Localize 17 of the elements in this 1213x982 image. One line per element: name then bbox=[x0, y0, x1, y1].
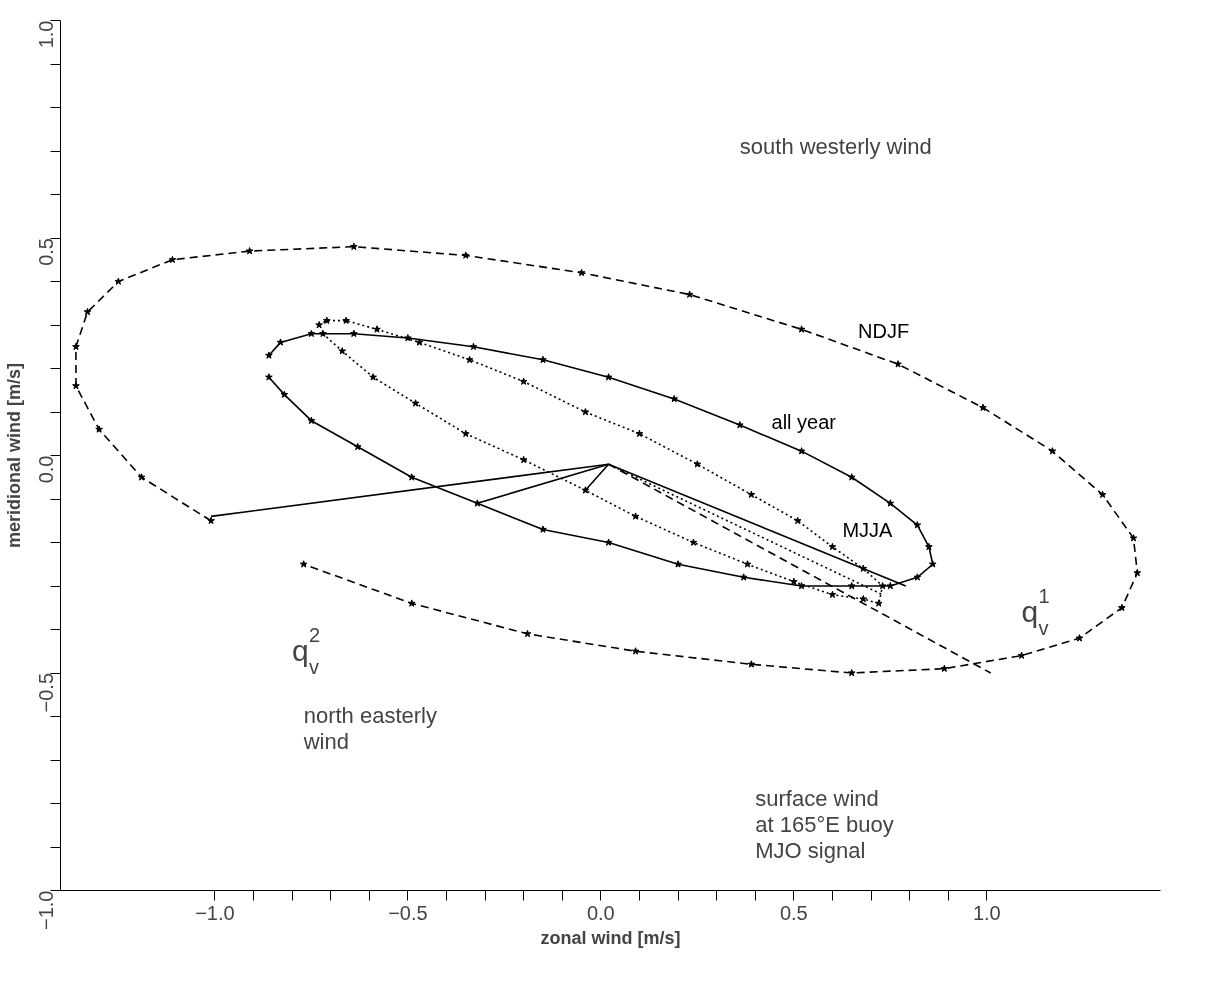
annotation: north easterly wind bbox=[302, 703, 437, 755]
x-tick-label: 0.5 bbox=[779, 901, 808, 924]
annotation: surface wind at 165°E buoy MJO signal bbox=[755, 786, 894, 864]
x-tick-label: 0.0 bbox=[586, 901, 615, 924]
y-tick-label: 1.0 bbox=[34, 20, 57, 49]
y-tick-label: 0.0 bbox=[34, 455, 57, 484]
y-tick-label: 0.5 bbox=[34, 237, 57, 266]
annotation: south westerly wind bbox=[739, 133, 932, 159]
y-axis-title: meridional wind [m/s] bbox=[3, 362, 24, 549]
x-tick-label: 1.0 bbox=[972, 901, 1001, 924]
x-axis-title: zonal wind [m/s] bbox=[540, 927, 681, 948]
y-tick-label: −0.5 bbox=[34, 673, 57, 713]
series-label: MJJA bbox=[842, 518, 894, 541]
series-label: all year bbox=[771, 411, 837, 434]
x-tick-label: −1.0 bbox=[195, 901, 235, 924]
series-label: NDJF bbox=[858, 320, 910, 343]
x-tick-label: −0.5 bbox=[388, 901, 428, 924]
